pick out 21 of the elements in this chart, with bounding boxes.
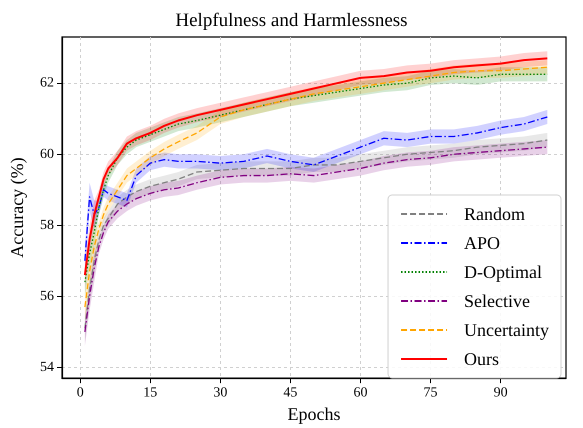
legend-label: APO: [464, 233, 500, 253]
x-tick-label: 30: [213, 386, 228, 401]
x-tick-label: 0: [76, 386, 84, 401]
x-tick-label: 90: [494, 386, 508, 401]
legend-label: Ours: [464, 349, 500, 369]
x-tick-label: 15: [143, 386, 158, 401]
legend-label: D-Optimal: [464, 262, 542, 282]
x-tick-label: 45: [283, 386, 298, 401]
y-tick-label: 62: [40, 76, 54, 91]
x-tick-label: 75: [424, 386, 438, 401]
x-tick-label: 60: [353, 386, 368, 401]
y-tick-label: 60: [40, 146, 54, 162]
y-axis-title: Accuracy (%): [7, 157, 27, 258]
y-tick-label: 56: [40, 288, 54, 304]
y-tick-label: 54: [40, 360, 54, 375]
legend-label: Uncertainty: [464, 320, 550, 340]
y-tick-label: 58: [40, 218, 54, 233]
legend-label: Random: [464, 204, 526, 224]
x-axis-title: Epochs: [288, 404, 340, 424]
chart-title: Helpfulness and Harmlessness: [175, 10, 408, 31]
legend-label: Selective: [464, 291, 530, 311]
